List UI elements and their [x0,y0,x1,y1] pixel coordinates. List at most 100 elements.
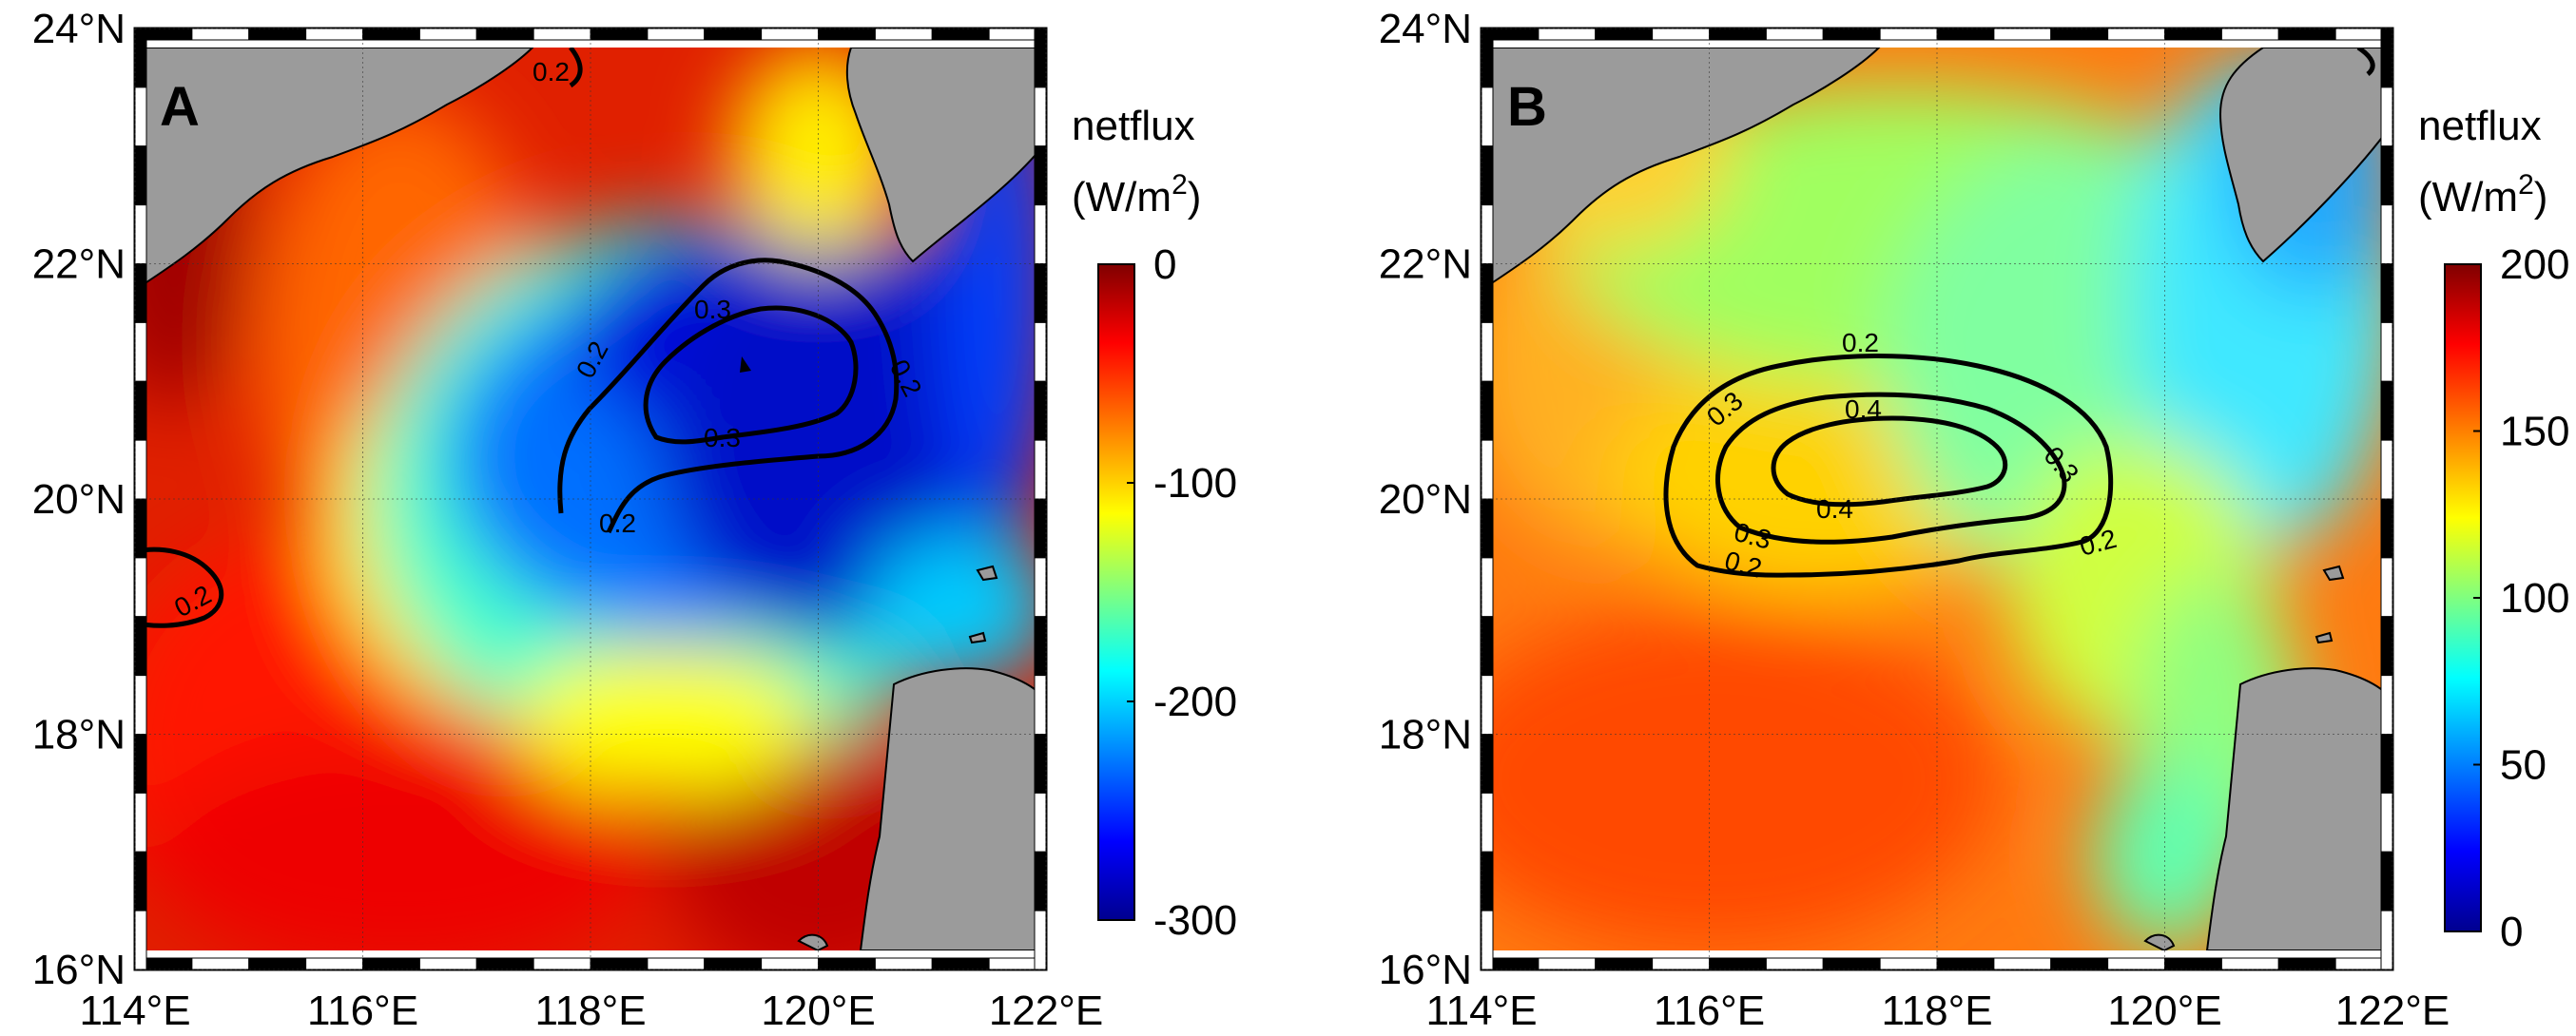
frame-segment [134,28,147,88]
contour-line [135,547,224,628]
panel-b-frame-ticks [1481,28,2393,970]
frame-segment [1481,204,1494,264]
frame-segment [1481,910,1494,970]
frame-segment [362,957,420,970]
frame-segment [2380,557,2393,618]
frame-segment [1481,557,1494,618]
frame-segment [1481,321,1494,382]
contour-label: 0.3 [704,423,741,452]
lat-axis-labels: 16°N 18°N 20°N 22°N 24°N [32,6,126,993]
frame-segment [1034,734,1047,794]
frame-segment [761,957,819,970]
frame-segment [362,28,420,41]
contour-line [740,356,751,373]
lon-tick-label: 114°E [1425,988,1537,1034]
frame-segment [134,439,147,500]
frame-segment [1765,28,1824,41]
panel-a: 0.2 0.2 0.2 0.3 0.3 0.2 0.2 A 16°N18°N20… [32,6,1237,1034]
frame-segment [1481,616,1494,677]
lat-tick-label: 18°N [32,712,126,758]
colorbar-scale [1097,263,1135,921]
frame-segment [191,28,250,41]
frame-segment [874,28,933,41]
small-island [976,565,998,582]
frame-segment [2107,28,2165,41]
frame-segment [704,28,763,41]
frame-segment [2107,957,2165,970]
frame-segment [418,28,477,41]
frame-segment [248,28,307,41]
contour-line [557,258,900,534]
frame-segment [1481,86,1494,147]
frame-segment [2380,439,2393,500]
panel-b-field [1482,48,2392,950]
frame-segment [1034,851,1047,911]
frame-segment [2220,28,2279,41]
frame-segment [1034,498,1047,559]
frame-segment [2380,910,2393,970]
lon-tick-label: 118°E [1881,988,1992,1034]
frame-segment [1481,263,1494,323]
frame-segment [533,28,591,41]
contour-line [569,48,583,88]
luzon-land [2205,667,2392,950]
frame-segment [1481,145,1494,206]
contour-line [643,305,859,445]
panel-a-frame-ticks [134,28,1047,970]
frame-segment [874,957,933,970]
frame-segment [1034,321,1047,382]
contour-line [1771,415,2008,508]
frame-segment [134,557,147,618]
frame-segment [1879,28,1938,41]
small-island [2315,631,2334,644]
frame-segment [1034,145,1047,206]
lon-axis-labels: 114°E 116°E 118°E 120°E 122°E [79,988,1103,1034]
frame-segment [1993,28,2052,41]
colorbar-tick-label: 150 [2500,409,2569,455]
colorbar-tick-label: 100 [2500,575,2569,622]
china-coast-land [1482,48,1881,292]
frame-segment [1595,28,1654,41]
contour-label: 0.3 [694,295,731,324]
frame-segment [2380,734,2393,794]
frame-segment [533,957,591,970]
frame-segment [134,675,147,735]
frame-segment [1034,910,1047,970]
lat-tick-label: 18°N [1379,712,1472,758]
frame-segment [1538,957,1597,970]
frame-segment [818,957,876,970]
contour-line [1715,392,2067,545]
frame-segment [1034,675,1047,735]
colorbar-tick-label: 0 [2500,909,2523,955]
contour-label: 0.2 [599,508,636,538]
frame-segment [134,204,147,264]
taiwan-land [2218,48,2392,263]
frame-segment [1481,851,1494,911]
colorbar-tick-label: -300 [1153,897,1237,944]
colorbar-tick-label: -200 [1153,679,1237,725]
colorbar-tick-label: 200 [2500,241,2569,288]
lat-axis-labels: 16°N 18°N 20°N 22°N 24°N [1379,6,1472,993]
frame-segment [134,851,147,911]
lat-tick-label: 16°N [1379,947,1472,993]
frame-segment [1481,498,1494,559]
frame-segment [590,28,649,41]
frame-segment [2277,957,2336,970]
panel-label: A [160,76,200,138]
colorbar-tick-label: 0 [1153,241,1176,288]
frame-segment [1879,957,1938,970]
frame-segment [1034,263,1047,323]
frame-segment [134,792,147,853]
frame-segment [2380,616,2393,677]
frame-segment [134,86,147,147]
frame-segment [2380,321,2393,382]
lon-tick-label: 120°E [2107,988,2221,1034]
frame-segment [1034,439,1047,500]
frame-segment [1034,380,1047,441]
small-island [2322,565,2345,582]
frame-segment [647,957,706,970]
frame-segment [1481,439,1494,500]
lat-tick-label: 24°N [1379,6,1472,52]
frame-segment [2380,851,2393,911]
lat-tick-label: 20°N [32,476,126,523]
